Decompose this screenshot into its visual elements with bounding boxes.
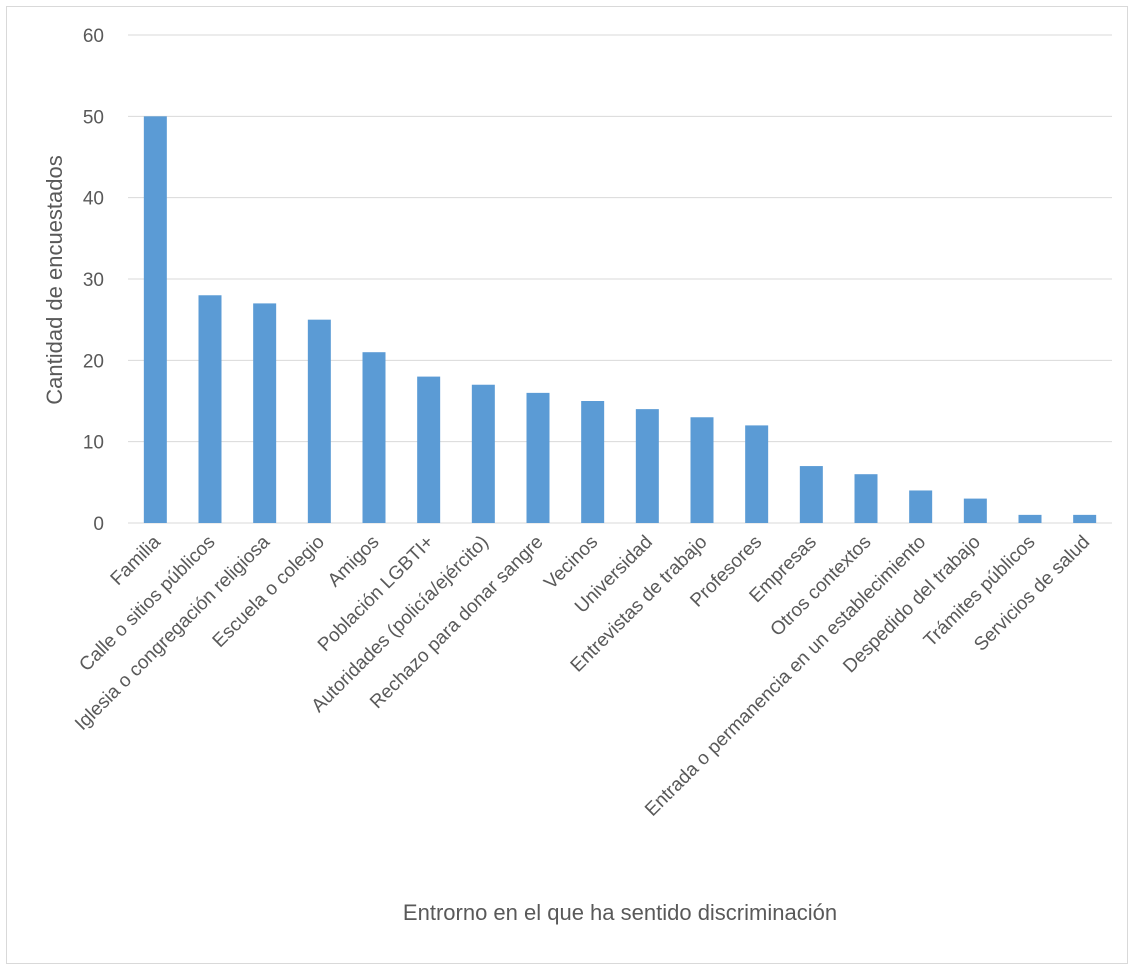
bar xyxy=(1073,514,1097,523)
y-tick-label: 30 xyxy=(83,270,104,291)
y-tick-label: 50 xyxy=(83,107,104,128)
bar xyxy=(253,303,277,523)
category-label: Otros contextos xyxy=(767,532,876,641)
bar xyxy=(963,498,987,523)
bar xyxy=(690,417,714,523)
y-axis-title: Cantidad de encuestados xyxy=(42,155,67,405)
gridlines xyxy=(128,34,1112,524)
bar xyxy=(1018,514,1042,523)
y-tick-label: 0 xyxy=(93,514,104,535)
y-tick-label: 40 xyxy=(83,189,104,210)
bar xyxy=(854,474,878,523)
y-tick-label: 60 xyxy=(83,26,104,47)
bar xyxy=(143,116,167,523)
bar xyxy=(635,409,659,523)
bar xyxy=(799,466,823,523)
bar xyxy=(909,490,933,523)
chart-frame xyxy=(6,6,1128,964)
bar xyxy=(581,401,605,523)
y-tick-labels: 0 10 20 30 40 50 60 xyxy=(83,26,104,535)
bar xyxy=(362,352,386,523)
x-axis-title: Entrorno en el que ha sentido discrimina… xyxy=(403,900,837,925)
bars xyxy=(143,116,1097,523)
y-tick-label: 20 xyxy=(83,351,104,372)
bar xyxy=(198,295,222,523)
bar xyxy=(417,376,441,523)
bar xyxy=(471,384,495,523)
y-tick-label: 10 xyxy=(83,433,104,454)
bar xyxy=(307,319,331,523)
category-label: Iglesia o congregación religiosa xyxy=(71,531,274,734)
bar xyxy=(745,425,769,523)
bar xyxy=(526,392,550,523)
